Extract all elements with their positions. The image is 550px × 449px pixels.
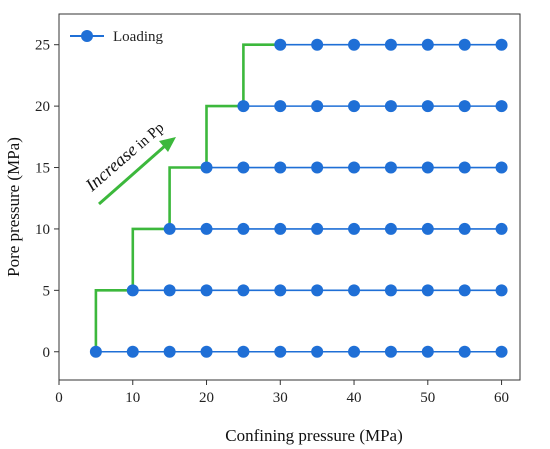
data-point [421, 284, 434, 297]
data-point [311, 284, 324, 297]
data-point [311, 222, 324, 235]
data-point [458, 38, 471, 51]
data-point [495, 100, 508, 113]
data-point [458, 222, 471, 235]
data-point [421, 161, 434, 174]
legend-label: Loading [113, 29, 163, 45]
data-point [348, 222, 361, 235]
x-tick-label: 30 [273, 390, 288, 406]
data-point [237, 100, 250, 113]
data-point [348, 345, 361, 358]
data-point [311, 38, 324, 51]
data-point [458, 161, 471, 174]
data-point [126, 284, 139, 297]
y-axis-label: Pore pressure (MPa) [4, 137, 23, 277]
data-point [274, 284, 287, 297]
data-point [274, 161, 287, 174]
data-point [200, 345, 213, 358]
data-point [495, 222, 508, 235]
data-point [384, 161, 397, 174]
data-point [348, 100, 361, 113]
legend: Loading [70, 29, 163, 45]
data-point [495, 38, 508, 51]
y-tick-label: 0 [43, 345, 51, 361]
plot-frame [58, 13, 521, 381]
annotation-text-italic: Increase [81, 140, 141, 196]
data-points-layer [89, 38, 508, 358]
data-point [311, 345, 324, 358]
data-point [348, 161, 361, 174]
y-tick-label: 20 [35, 99, 50, 115]
data-point [495, 161, 508, 174]
data-point [458, 284, 471, 297]
annotation-arrow-head [159, 137, 176, 152]
data-point [421, 222, 434, 235]
series-lines-layer [95, 43, 502, 353]
y-tick-label: 25 [35, 38, 50, 54]
y-tick-label: 10 [35, 222, 50, 238]
x-tick-label: 50 [420, 390, 435, 406]
loading-path [94, 43, 281, 352]
data-point [421, 100, 434, 113]
data-point [274, 100, 287, 113]
data-point [274, 38, 287, 51]
data-point [200, 222, 213, 235]
data-point [163, 284, 176, 297]
x-tick-label: 20 [199, 390, 214, 406]
annotation-arrow [98, 143, 167, 206]
data-point [200, 161, 213, 174]
data-point [200, 284, 213, 297]
data-point [311, 161, 324, 174]
data-point [384, 284, 397, 297]
data-point [237, 284, 250, 297]
y-tick-label: 15 [35, 161, 50, 177]
data-point [274, 222, 287, 235]
data-point [421, 345, 434, 358]
data-point [89, 345, 102, 358]
loading-path-layer [94, 43, 281, 352]
x-tick-label: 10 [125, 390, 140, 406]
data-point [348, 38, 361, 51]
data-point [384, 100, 397, 113]
data-point [237, 222, 250, 235]
data-point [458, 345, 471, 358]
x-axis-label: Confining pressure (MPa) [225, 426, 403, 445]
data-point [163, 345, 176, 358]
data-point [384, 222, 397, 235]
x-tick-label: 0 [55, 390, 63, 406]
x-tick-label: 60 [494, 390, 509, 406]
data-point [384, 345, 397, 358]
legend-marker [81, 30, 93, 42]
y-tick-label: 5 [43, 283, 51, 299]
data-point [237, 345, 250, 358]
data-point [274, 345, 287, 358]
x-tick-label: 40 [347, 390, 362, 406]
data-point [495, 284, 508, 297]
ticks-layer: 0 10 20 30 40 50 60 0 5 10 15 20 25 [35, 38, 509, 406]
data-point [384, 38, 397, 51]
data-point [421, 38, 434, 51]
data-point [163, 222, 176, 235]
data-point [237, 161, 250, 174]
data-point [311, 100, 324, 113]
data-point [348, 284, 361, 297]
annotation: Increase in Pp [81, 120, 176, 206]
data-point [495, 345, 508, 358]
data-point [458, 100, 471, 113]
data-point [126, 345, 139, 358]
